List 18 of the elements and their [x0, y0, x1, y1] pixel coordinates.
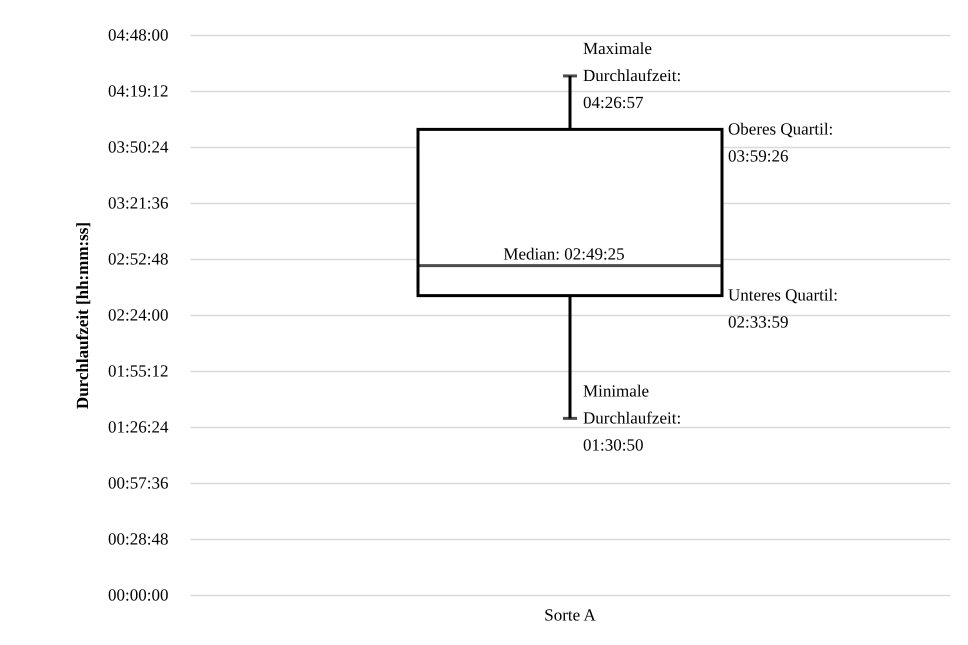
y-tick-label: 01:55:12 — [108, 362, 168, 380]
annotation: Maximale Durchlaufzeit: 04:26:57 — [583, 38, 682, 112]
y-tick-label: 04:19:12 — [108, 82, 168, 100]
y-tick-label: 00:57:36 — [108, 474, 168, 492]
annotation: Minimale Durchlaufzeit: 01:30:50 — [583, 381, 682, 454]
y-tick-label: 02:24:00 — [108, 306, 168, 324]
y-tick-label: 04:48:00 — [108, 26, 168, 44]
y-tick-label: 03:21:36 — [108, 194, 168, 212]
annotation: Median: 02:49:25 — [503, 244, 625, 264]
annotation: Unteres Quartil: 02:33:59 — [728, 286, 838, 332]
y-tick-label: 02:52:48 — [108, 250, 168, 268]
x-tick-label: Sorte A — [544, 606, 596, 624]
y-tick-label: 01:26:24 — [108, 418, 169, 436]
annotation: Oberes Quartil: 03:59:26 — [728, 119, 834, 166]
y-axis-title: Durchlaufzeit [hh:mm:ss] — [73, 222, 92, 410]
y-tick-label: 00:00:00 — [108, 586, 168, 604]
y-tick-label: 03:50:24 — [108, 138, 169, 156]
y-tick-label: 00:28:48 — [108, 530, 168, 548]
